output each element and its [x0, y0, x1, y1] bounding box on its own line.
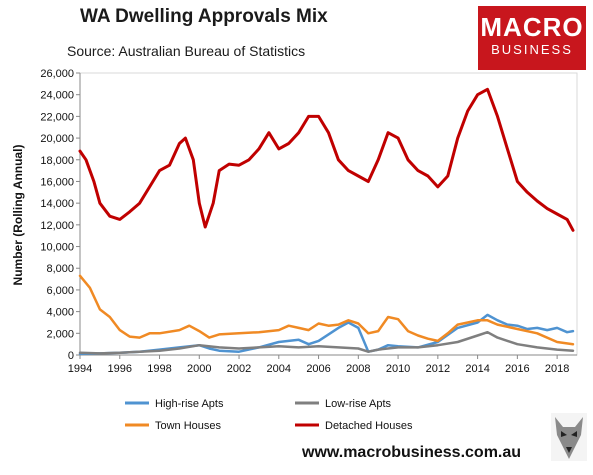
- chart-title: WA Dwelling Approvals Mix: [80, 6, 328, 27]
- y-tick-label: 18,000: [40, 155, 74, 167]
- legend-label: High-rise Apts: [155, 398, 224, 410]
- x-tick-label: 2006: [306, 363, 330, 375]
- series-line-low-rise-apts: [78, 330, 575, 355]
- y-tick-label: 10,000: [40, 242, 74, 254]
- x-tick-label: 2010: [386, 363, 410, 375]
- y-tick-label: 6,000: [46, 285, 74, 297]
- y-tick-label: 8,000: [46, 263, 74, 275]
- y-tick-label: 16,000: [40, 176, 74, 188]
- y-axis: 0 2,000 4,000 6,000 8,000 10,000 12,000 14,000 1…: [40, 68, 81, 362]
- x-tick-label: 1996: [108, 363, 132, 375]
- series-layer: [78, 87, 575, 356]
- legend-label: Town Houses: [155, 420, 222, 432]
- macrobusiness-logo: MACRO BUSINESS: [478, 6, 586, 70]
- y-tick-label: 14,000: [40, 198, 74, 210]
- y-tick-label: 12,000: [40, 220, 74, 232]
- y-tick-label: 22,000: [40, 111, 74, 123]
- x-tick-label: 1994: [68, 363, 92, 375]
- x-tick-label: 2000: [187, 363, 211, 375]
- legend-label: Low-rise Apts: [325, 398, 392, 410]
- x-tick-label: 2004: [267, 363, 291, 375]
- legend: High-rise Apts Low-rise Apts Town Houses De…: [125, 398, 413, 432]
- logo-line-2: BUSINESS: [491, 42, 573, 57]
- x-tick-label: 2018: [545, 363, 569, 375]
- x-tick-label: 2008: [346, 363, 370, 375]
- y-tick-label: 24,000: [40, 90, 74, 102]
- wolf-logo-icon: [551, 413, 587, 461]
- footer-url: www.macrobusiness.com.au: [302, 444, 522, 461]
- x-tick-label: 2002: [227, 363, 251, 375]
- series-line-town-houses: [78, 274, 575, 346]
- x-tick-label: 2014: [465, 363, 489, 375]
- chart-subtitle: Source: Australian Bureau of Statistics: [67, 43, 306, 59]
- y-tick-label: 2,000: [46, 328, 74, 340]
- plot-border: [79, 72, 578, 356]
- logo-line-1: MACRO: [480, 12, 584, 42]
- legend-label: Detached Houses: [325, 420, 413, 432]
- y-tick-label: 26,000: [40, 68, 74, 80]
- y-axis-label: Number (Rolling Annual): [11, 145, 25, 286]
- x-tick-label: 2016: [505, 363, 529, 375]
- y-tick-label: 4,000: [46, 307, 74, 319]
- x-tick-label: 2012: [426, 363, 450, 375]
- y-tick-label: 20,000: [40, 133, 74, 145]
- x-tick-label: 1998: [147, 363, 171, 375]
- series-line-detached-houses: [78, 87, 575, 232]
- x-axis: 1994 1996 1998 2000 2002 2004 2006 2008 2010 2012…: [68, 354, 577, 375]
- y-tick-label: 0: [68, 350, 74, 362]
- plot-area: [79, 72, 578, 356]
